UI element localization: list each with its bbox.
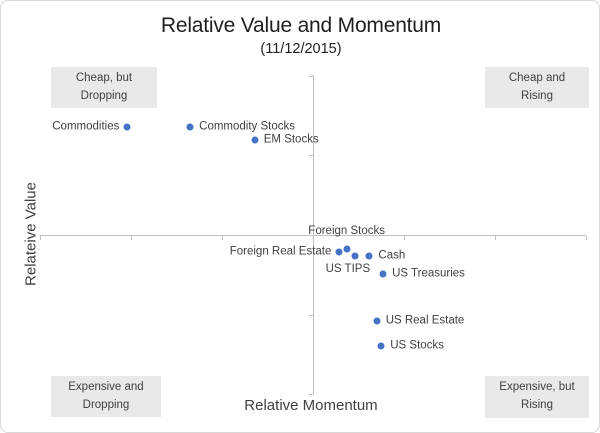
x-axis-tick: [586, 236, 587, 240]
data-point: [251, 136, 259, 144]
data-point: [351, 252, 359, 260]
y-axis-tick: [309, 75, 313, 77]
data-point: [123, 123, 131, 131]
x-axis-tick: [495, 236, 496, 240]
x-axis-tick: [404, 236, 405, 240]
data-point: [373, 317, 381, 325]
data-point: [186, 123, 194, 131]
data-point-label: EM Stocks: [263, 133, 319, 146]
x-axis-title: Relative Momentum: [244, 397, 378, 414]
chart-title: Relative Value and Momentum: [160, 14, 442, 37]
quadrant-label-bottom-left: Expensive and Dropping: [51, 376, 161, 417]
data-point-label: Foreign Stocks: [308, 225, 386, 238]
quadrant-label-top-right: Cheap and Rising: [485, 67, 589, 108]
x-axis-tick: [222, 236, 223, 240]
y-axis-tick: [309, 314, 313, 316]
data-point: [377, 342, 385, 350]
data-point: [343, 245, 351, 253]
y-axis-title: Relateive Value: [22, 182, 40, 286]
data-point-label: Commodity Stocks: [199, 120, 295, 133]
y-axis-tick: [309, 155, 313, 157]
data-point: [365, 252, 373, 260]
y-axis-line: [313, 75, 314, 394]
data-point-label: US Treasuries: [392, 267, 465, 280]
data-point-label: US TIPS: [325, 262, 371, 275]
chart-subtitle: (11/12/2015): [260, 41, 342, 57]
data-point-label: Foreign Real Estate: [229, 245, 332, 258]
quadrant-label-bottom-right: Expensive, but Rising: [485, 376, 589, 418]
quadrant-label-top-left: Cheap, but Dropping: [51, 67, 157, 108]
x-axis-tick: [40, 236, 41, 240]
data-point-label: US Real Estate: [385, 314, 465, 327]
data-point-label: Cash: [378, 249, 406, 262]
data-point: [379, 270, 387, 278]
data-point-label: Commodities: [52, 120, 120, 133]
y-axis-tick: [309, 394, 313, 395]
data-point-label: US Stocks: [390, 339, 444, 352]
x-axis-tick: [131, 236, 132, 240]
data-point: [335, 248, 343, 256]
